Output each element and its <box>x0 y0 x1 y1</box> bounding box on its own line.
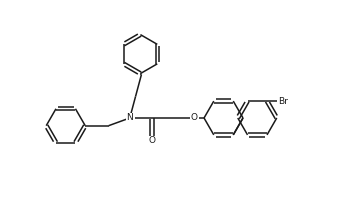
Text: O: O <box>149 136 156 145</box>
Text: Br: Br <box>278 97 288 106</box>
Text: O: O <box>191 113 198 123</box>
Text: N: N <box>126 113 133 123</box>
